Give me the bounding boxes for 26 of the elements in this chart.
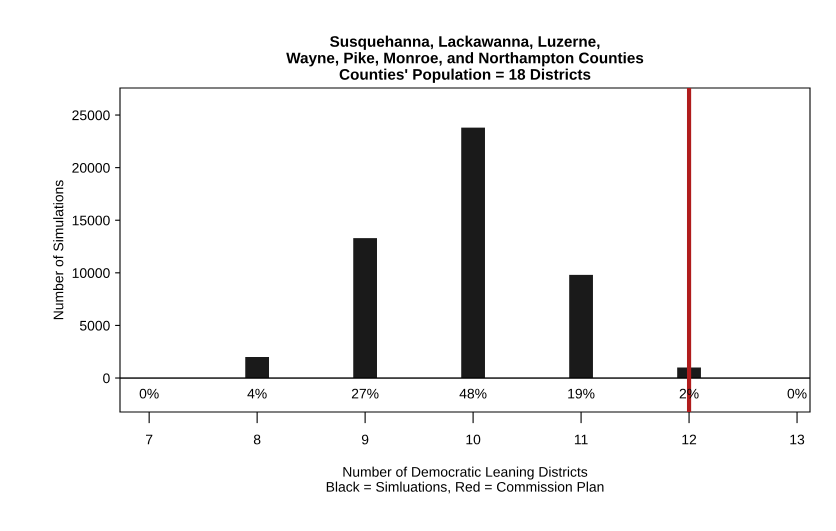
y-tick-label: 10000 <box>72 268 110 278</box>
annotation: 48% <box>460 388 487 399</box>
annotation: 19% <box>568 388 594 399</box>
x-axis-title: Number of Democratic Leaning Districts Black = Simluations, Red = Commission Plan <box>326 466 604 494</box>
y-tick-label: 0 <box>103 373 110 384</box>
bar <box>353 238 377 378</box>
chart-title: Susquehanna, Lackawanna, Luzerne, Wayne, Pike, Monroe, and Northampton Counties Counties' Population = 18 Districts <box>286 36 644 83</box>
annotation: 4% <box>247 388 267 398</box>
y-tick-label: 15000 <box>72 216 110 226</box>
x-tick-label: 9 <box>362 434 368 444</box>
x-tick-label: 8 <box>254 434 260 444</box>
y-tick-label: 25000 <box>72 110 110 120</box>
bar <box>569 274 593 378</box>
y-tick-label: 20000 <box>72 162 110 173</box>
x-tick-label: 10 <box>466 434 480 444</box>
x-tick-label: 12 <box>682 434 696 444</box>
bar <box>245 356 270 378</box>
annotation: 27% <box>352 388 379 398</box>
annotation: 0% <box>788 388 807 399</box>
y-axis-title: Number of Simulations <box>53 180 64 320</box>
bar <box>461 128 485 378</box>
y-tick-label: 5000 <box>80 320 110 331</box>
x-tick-label: 11 <box>574 434 588 444</box>
x-tick-label: 13 <box>790 434 804 444</box>
annotation: 0% <box>140 388 159 399</box>
x-tick-label: 7 <box>146 434 152 444</box>
